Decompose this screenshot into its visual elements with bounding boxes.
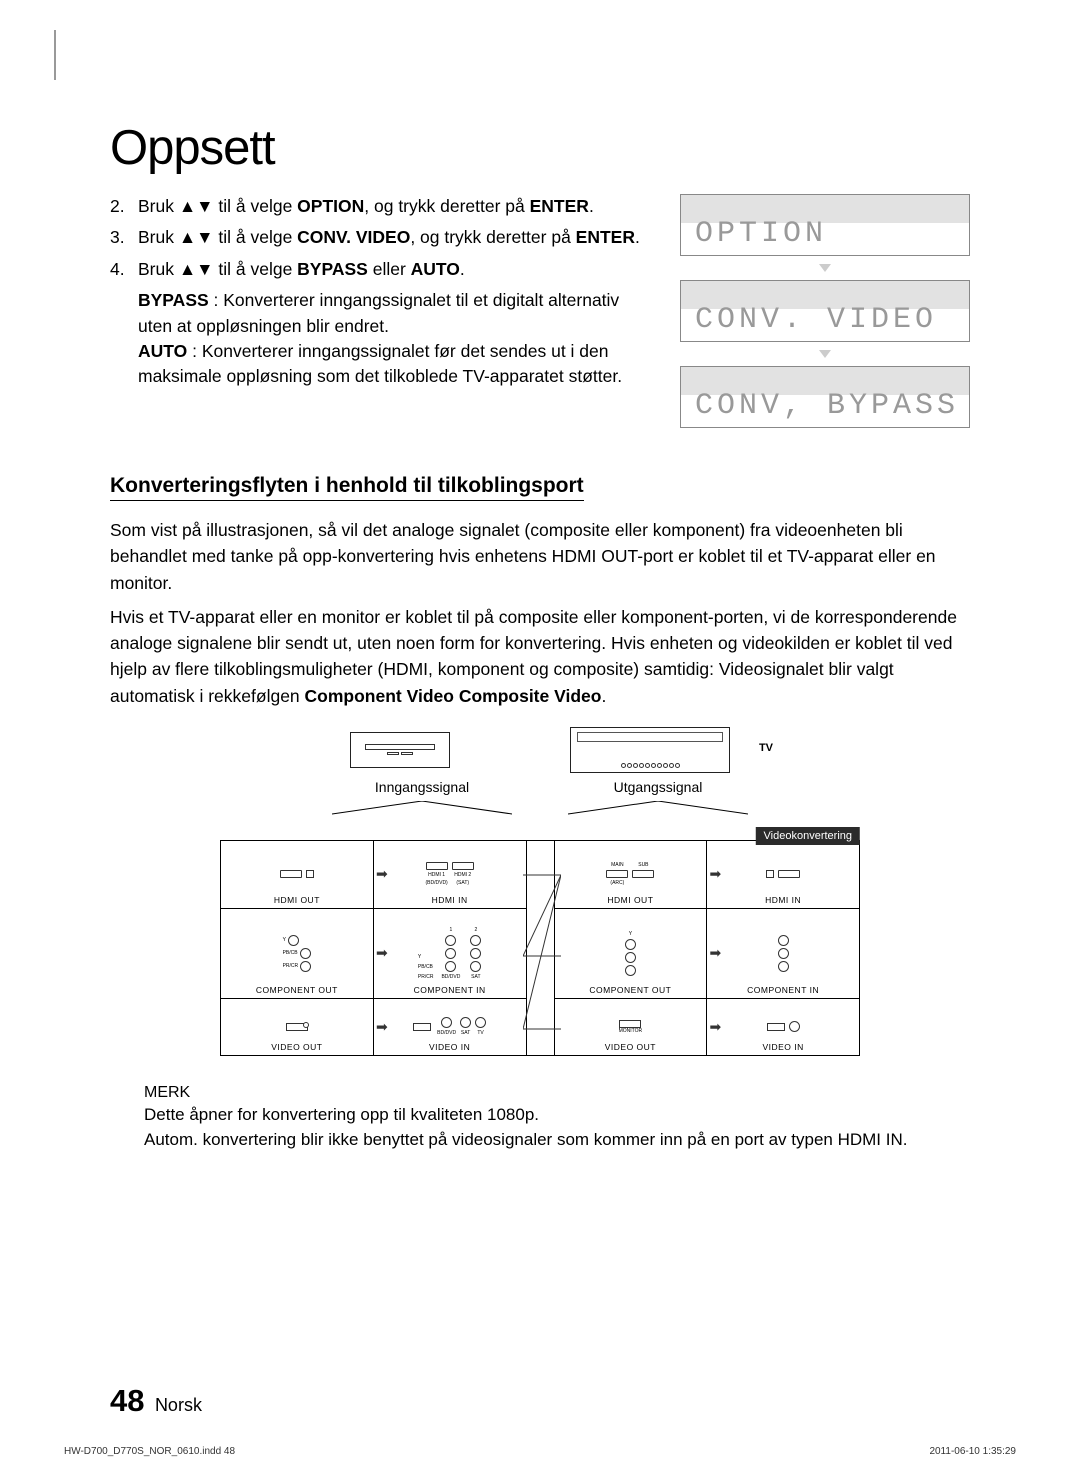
port-grid: ➡ HDMI OUT Y PB/CB PR/CR ➡ COMPONENT OUT… bbox=[220, 840, 860, 1056]
note-line-2: Autom. konvertering blir ikke benyttet p… bbox=[144, 1127, 970, 1153]
steps-list: 2. Bruk ▲▼ til å velge OPTION, og trykk … bbox=[110, 194, 656, 282]
bypass-description: BYPASS : Konverterer inngangssignalet ti… bbox=[138, 288, 656, 339]
paragraph-2: Hvis et TV-apparat eller en monitor er k… bbox=[110, 604, 970, 709]
cell-hdmi-in-tv: HDMI IN bbox=[707, 841, 859, 909]
zigzag-icon bbox=[568, 801, 748, 815]
tv-label: TV bbox=[759, 742, 773, 754]
lcd-option: OPTION bbox=[680, 194, 970, 256]
arrow-right-icon: ➡ bbox=[376, 945, 388, 962]
arrow-right-icon: ➡ bbox=[710, 866, 722, 883]
step-number: 4. bbox=[110, 257, 125, 282]
conversion-diagram: TV Inngangssignal Utgangssignal Videokon… bbox=[220, 727, 860, 1056]
receiver-device-icon: TV bbox=[570, 727, 730, 773]
auto-description: AUTO : Konverterer inngangssignalet før … bbox=[138, 339, 656, 390]
cell-hdmi-out: ➡ HDMI OUT bbox=[221, 841, 373, 909]
cell-component-out-2: Y ➡ COMPONENT OUT bbox=[555, 909, 707, 999]
step-3: 3. Bruk ▲▼ til å velge CONV. VIDEO, og t… bbox=[110, 225, 656, 250]
page-number: 48 bbox=[110, 1383, 144, 1418]
grid-col-receiver-in: HDMI 1(BD/DVD) HDMI 2(SAT) HDMI IN YPB/C… bbox=[374, 841, 527, 1055]
page-content: Oppsett 2. Bruk ▲▼ til å velge OPTION, o… bbox=[0, 0, 1080, 1193]
arrow-right-icon: ➡ bbox=[376, 1018, 388, 1035]
step-2: 2. Bruk ▲▼ til å velge OPTION, og trykk … bbox=[110, 194, 656, 219]
diagram-devices-row: TV bbox=[220, 727, 860, 773]
grid-conversion-gap bbox=[527, 841, 555, 1055]
cell-video-in-tv: VIDEO IN bbox=[707, 999, 859, 1055]
cell-component-in-tv: COMPONENT IN bbox=[707, 909, 859, 999]
arrow-right-icon: ➡ bbox=[710, 945, 722, 962]
source-device-icon bbox=[350, 732, 450, 768]
cell-video-out-2: MONITOR ➡ VIDEO OUT bbox=[555, 999, 707, 1055]
datetime-meta: 2011-06-10 1:35:29 bbox=[929, 1446, 1016, 1457]
cell-hdmi-out-2: MAIN(ARC) SUB ➡ HDMI OUT bbox=[555, 841, 707, 909]
arrow-icons: ▲▼ bbox=[179, 227, 214, 247]
arrow-icons: ▲▼ bbox=[179, 259, 214, 279]
page-edge-mark bbox=[54, 30, 56, 80]
page-footer: 48 Norsk bbox=[110, 1383, 970, 1419]
lcd-down-arrow-icon bbox=[680, 262, 970, 280]
lcd-displays-column: OPTION CONV. VIDEO CONV, BYPASS bbox=[680, 194, 970, 434]
input-signal-label: Inngangssignal bbox=[332, 779, 512, 820]
step-number: 2. bbox=[110, 194, 125, 219]
lcd-text-option: OPTION bbox=[695, 217, 827, 251]
page-language: Norsk bbox=[155, 1395, 202, 1415]
signal-labels-row: Inngangssignal Utgangssignal bbox=[220, 779, 860, 820]
step-text: Bruk ▲▼ til å velge BYPASS eller AUTO. bbox=[138, 259, 465, 279]
video-conversion-label: Videokonvertering bbox=[756, 827, 860, 845]
lcd-down-arrow-icon bbox=[680, 348, 970, 366]
step-text: Bruk ▲▼ til å velge CONV. VIDEO, og tryk… bbox=[138, 227, 640, 247]
note-line-1: Dette åpner for konvertering opp til kva… bbox=[144, 1102, 970, 1128]
paragraph-1: Som vist på illustrasjonen, så vil det a… bbox=[110, 517, 970, 596]
two-column-layout: 2. Bruk ▲▼ til å velge OPTION, og trykk … bbox=[110, 194, 970, 434]
cell-hdmi-in: HDMI 1(BD/DVD) HDMI 2(SAT) HDMI IN bbox=[374, 841, 526, 909]
file-meta: HW-D700_D770S_NOR_0610.indd 48 bbox=[64, 1446, 235, 1457]
lcd-text-conv-video: CONV. VIDEO bbox=[695, 303, 937, 337]
cell-component-in: YPB/CBPR/CR 1BD/DVD 2SAT COMPONENT IN bbox=[374, 909, 526, 999]
lcd-text-conv-bypass: CONV, BYPASS bbox=[695, 389, 959, 423]
cell-video-out: ➡ VIDEO OUT bbox=[221, 999, 373, 1055]
lcd-conv-bypass: CONV, BYPASS bbox=[680, 366, 970, 428]
arrow-right-icon: ➡ bbox=[710, 1018, 722, 1035]
section-heading: Konverteringsflyten i henhold til tilkob… bbox=[110, 474, 584, 501]
grid-col-tv-in: HDMI IN COMPONENT IN VIDEO IN bbox=[707, 841, 859, 1055]
zigzag-icon bbox=[332, 801, 512, 815]
arrow-icons: ▲▼ bbox=[179, 196, 214, 216]
lcd-conv-video: CONV. VIDEO bbox=[680, 280, 970, 342]
cell-component-out: Y PB/CB PR/CR ➡ COMPONENT OUT bbox=[221, 909, 373, 999]
step-4: 4. Bruk ▲▼ til å velge BYPASS eller AUTO… bbox=[110, 257, 656, 282]
step-text: Bruk ▲▼ til å velge OPTION, og trykk der… bbox=[138, 196, 594, 216]
grid-col-source-out: ➡ HDMI OUT Y PB/CB PR/CR ➡ COMPONENT OUT… bbox=[221, 841, 374, 1055]
grid-col-receiver-out: MAIN(ARC) SUB ➡ HDMI OUT Y ➡ COMPONENT O… bbox=[555, 841, 708, 1055]
footer-metadata: HW-D700_D770S_NOR_0610.indd 48 2011-06-1… bbox=[64, 1446, 1016, 1457]
step-number: 3. bbox=[110, 225, 125, 250]
page-title: Oppsett bbox=[110, 120, 970, 176]
cell-video-in: BD/DVD SAT TV VIDEO IN bbox=[374, 999, 526, 1055]
arrow-right-icon: ➡ bbox=[376, 866, 388, 883]
output-signal-label: Utgangssignal bbox=[568, 779, 748, 820]
instructions-column: 2. Bruk ▲▼ til å velge OPTION, og trykk … bbox=[110, 194, 656, 434]
note-heading: MERK bbox=[144, 1084, 970, 1102]
